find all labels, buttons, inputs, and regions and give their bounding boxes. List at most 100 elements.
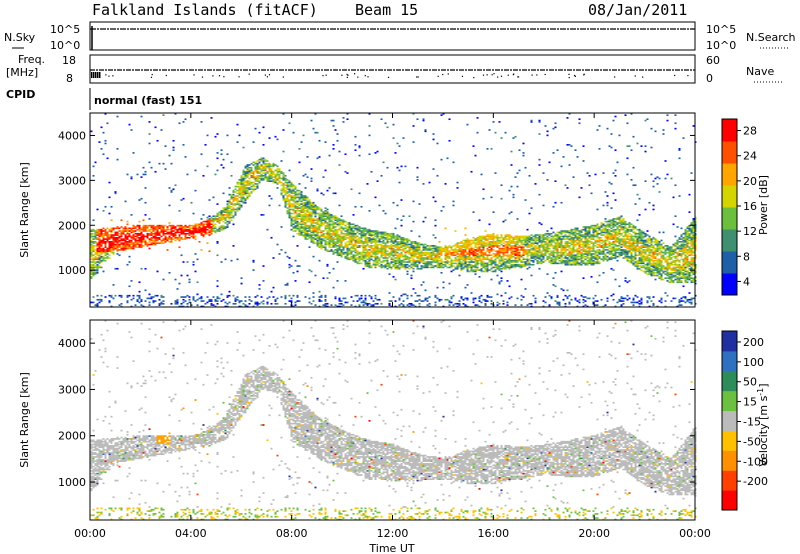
power-pixel — [368, 113, 371, 115]
power-pixel — [498, 259, 501, 262]
power-pixel — [556, 239, 559, 242]
power-pixel — [540, 246, 543, 249]
power-pixel — [240, 191, 243, 193]
power-pixel — [390, 239, 393, 242]
power-pixel — [350, 247, 353, 250]
power-pixel — [406, 266, 409, 269]
power-pixel — [376, 230, 379, 232]
power-pixel — [398, 181, 401, 184]
power-pixel — [390, 251, 393, 254]
power-pixel — [462, 262, 465, 265]
power-pixel — [430, 254, 433, 257]
power-pixel — [404, 247, 407, 250]
power-pixel — [352, 250, 355, 253]
power-pixel — [328, 236, 331, 239]
power-pixel — [470, 292, 473, 294]
power-pixel — [98, 232, 101, 235]
power-pixel — [354, 247, 357, 250]
power-pixel — [490, 267, 493, 270]
power-pixel — [338, 219, 341, 222]
power-pixel — [506, 242, 509, 244]
power-pixel — [492, 121, 495, 123]
power-pixel — [524, 261, 527, 263]
power-pixel — [490, 247, 493, 250]
power-pixel — [304, 197, 307, 200]
power-pixel — [304, 212, 307, 215]
power-pixel — [468, 253, 471, 255]
power-pixel — [282, 199, 285, 201]
power-pixel — [96, 243, 99, 246]
power-pixel — [342, 238, 345, 240]
power-pixel — [370, 265, 373, 267]
power-pixel — [152, 227, 155, 230]
power-pixel — [346, 243, 349, 246]
power-pixel — [230, 212, 233, 215]
power-pixel — [492, 211, 495, 213]
power-pixel — [500, 263, 503, 266]
power-pixel — [416, 300, 419, 302]
power-pixel — [414, 300, 417, 302]
power-pixel — [368, 230, 371, 232]
power-pixel — [470, 242, 473, 244]
nave-mark — [264, 74, 266, 76]
power-pixel — [412, 258, 415, 261]
power-pixel — [290, 185, 293, 188]
power-pixel — [92, 228, 95, 231]
power-pixel — [348, 232, 351, 235]
power-pixel — [454, 245, 457, 247]
power-pixel — [110, 231, 113, 234]
power-pixel — [438, 265, 441, 267]
power-pixel — [90, 271, 93, 274]
power-pixel — [550, 250, 553, 253]
power-pixel — [250, 162, 253, 165]
power-pixel — [238, 189, 241, 192]
power-pixel — [558, 232, 561, 235]
power-pixel — [486, 266, 489, 269]
power-pixel — [454, 257, 457, 259]
power-pixel — [476, 254, 479, 257]
power-pixel — [354, 143, 357, 146]
power-pixel — [556, 251, 559, 254]
power-pixel — [492, 266, 495, 269]
power-pixel — [482, 254, 485, 257]
power-pixel — [180, 199, 183, 201]
power-pixel — [426, 245, 429, 247]
power-pixel — [524, 245, 527, 247]
power-pixel — [560, 258, 563, 261]
power-pixel — [368, 210, 371, 212]
power-pixel — [244, 176, 247, 178]
power-pixel — [92, 274, 95, 277]
power-pixel — [272, 286, 275, 289]
power-pixel — [536, 238, 539, 240]
power-pixel — [102, 239, 105, 242]
power-pixel — [296, 201, 299, 204]
power-pixel — [420, 250, 423, 253]
power-pixel — [232, 200, 235, 203]
power-pixel — [286, 183, 289, 185]
power-pixel — [542, 249, 545, 251]
power-pixel — [274, 300, 277, 302]
power-pixel — [298, 196, 301, 199]
power-pixel — [228, 214, 231, 216]
power-pixel — [516, 246, 519, 249]
power-pixel — [476, 239, 479, 242]
nave-mark — [442, 73, 444, 76]
power-pixel — [192, 230, 195, 232]
power-pixel — [106, 234, 109, 236]
power-pixel — [480, 236, 483, 239]
power-pixel — [336, 249, 339, 251]
power-pixel — [434, 247, 437, 250]
power-pixel — [380, 302, 383, 305]
power-pixel — [486, 235, 489, 238]
power-pixel — [422, 183, 425, 185]
power-pixel — [322, 232, 325, 235]
power-pixel — [508, 245, 511, 247]
power-pixel — [466, 238, 469, 240]
power-pixel — [214, 135, 217, 138]
power-pixel — [300, 208, 303, 211]
power-pixel — [114, 267, 117, 270]
power-pixel — [372, 249, 375, 251]
power-pixel — [352, 223, 355, 226]
power-pixel — [102, 238, 105, 240]
power-pixel — [546, 239, 549, 242]
